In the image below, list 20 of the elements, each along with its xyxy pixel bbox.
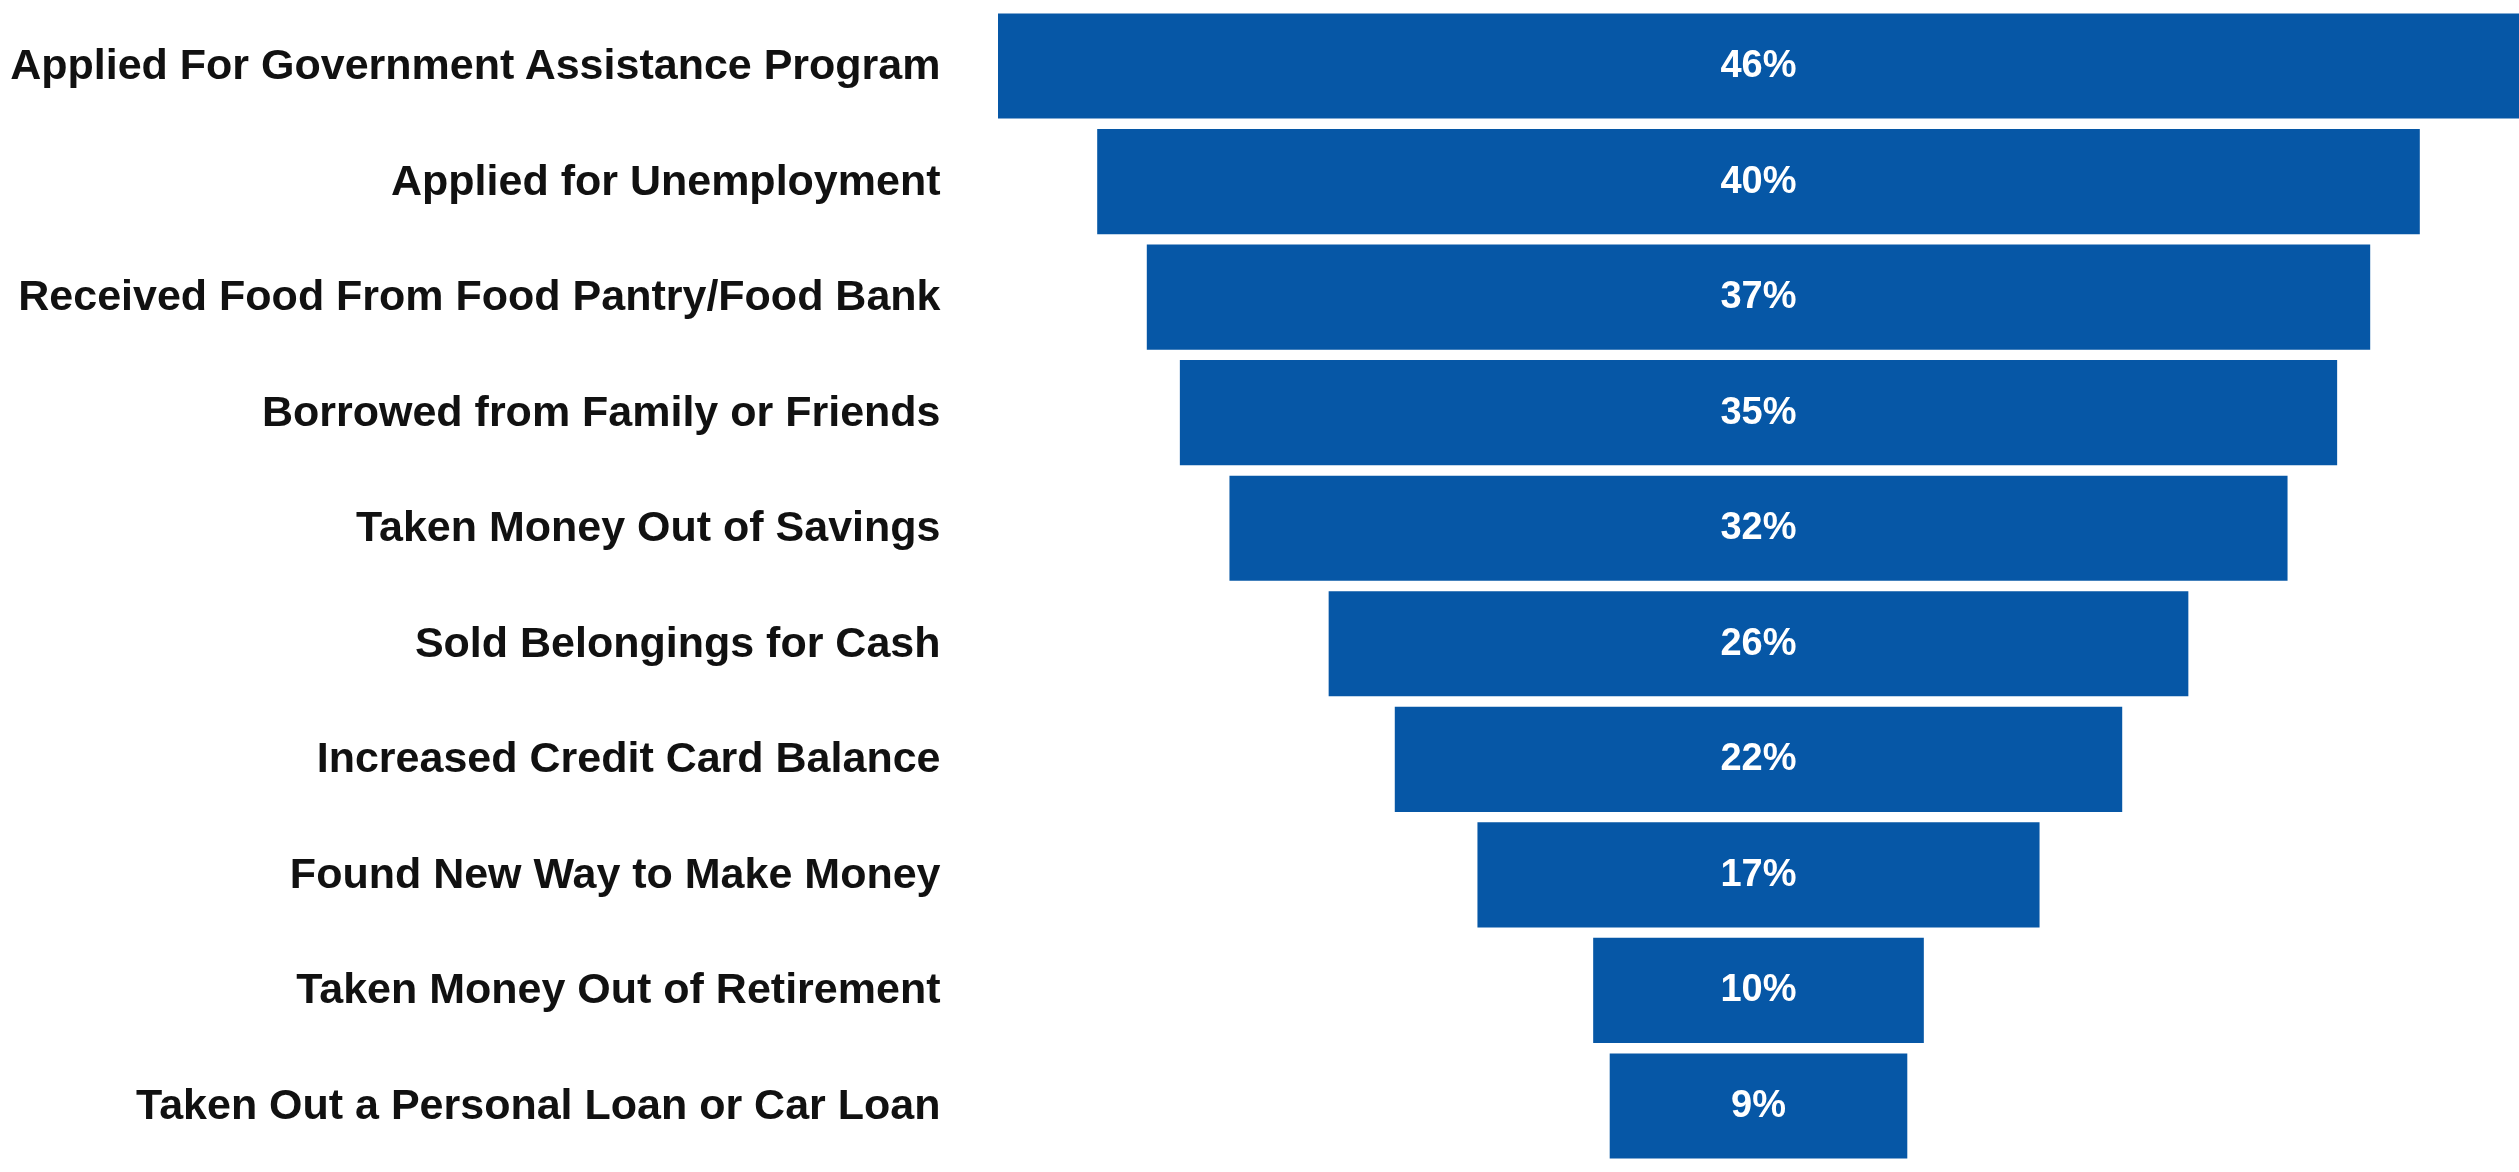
category-label: Sold Belongings for Cash	[414, 617, 941, 666]
category-label: Increased Credit Card Balance	[316, 733, 941, 782]
data-label: 9%	[1731, 1082, 1786, 1125]
data-label: 26%	[1720, 620, 1797, 663]
data-label: 32%	[1720, 505, 1797, 548]
category-label: Applied for Unemployment	[391, 155, 941, 204]
category-label: Taken Money Out of Retirement	[296, 964, 941, 1013]
data-label: 22%	[1720, 736, 1797, 779]
data-label: 17%	[1720, 851, 1797, 894]
data-label: 10%	[1720, 967, 1797, 1010]
data-label: 37%	[1720, 274, 1797, 317]
category-label: Found New Way to Make Money	[289, 848, 941, 897]
category-label: Taken Out a Personal Loan or Car Loan	[136, 1079, 941, 1128]
data-label: 46%	[1720, 43, 1797, 86]
category-label: Received Food From Food Pantry/Food Bank	[18, 271, 941, 320]
category-label: Applied For Government Assistance Program	[10, 40, 941, 89]
category-label: Borrowed from Family or Friends	[261, 386, 941, 435]
data-label: 40%	[1720, 158, 1797, 201]
category-label: Taken Money Out of Savings	[355, 502, 941, 551]
data-label: 35%	[1720, 389, 1797, 432]
